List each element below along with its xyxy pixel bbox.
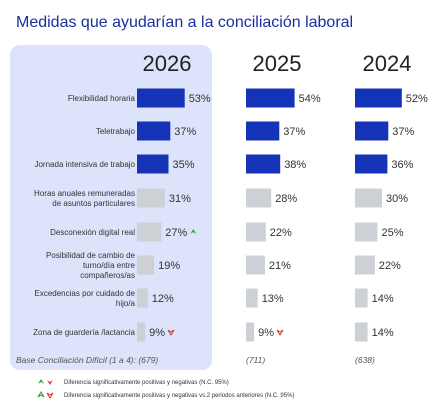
bar-2025-6: [246, 288, 258, 308]
value-label-2026-5: 19%: [158, 260, 180, 272]
value-label-2025-5: 21%: [269, 260, 291, 272]
value-label-2024-3: 30%: [386, 193, 408, 205]
bar-2025-4: [246, 222, 266, 242]
legend-down-icon: [46, 392, 54, 399]
value-label-2025-1: 37%: [283, 126, 305, 138]
base-label-2026: Base Conciliación Difícil (1 a 4): (679): [16, 355, 158, 365]
value-label-2024-1: 37%: [392, 126, 414, 138]
category-label: Excedencias por cuidado de: [34, 289, 135, 298]
bar-2025-3: [246, 188, 272, 208]
bar-2024-2: [355, 154, 388, 174]
value-label-2026-3: 31%: [169, 193, 191, 205]
value-label-2025-4: 22%: [270, 227, 292, 239]
value-label-2024-2: 36%: [391, 159, 413, 171]
value-label-2024-0: 52%: [406, 93, 428, 105]
legend-text: Diferencia significativamente positivas …: [64, 393, 294, 399]
value-label-2025-7: 9%: [258, 327, 274, 339]
bar-2026-2: [137, 154, 169, 174]
base-label-2025: (711): [246, 355, 265, 365]
legend-up-icon: [38, 379, 44, 384]
value-label-2025-6: 13%: [262, 293, 284, 305]
category-label: Desconexión digital real: [50, 228, 135, 237]
bar-2026-3: [137, 188, 165, 208]
bar-2025-2: [246, 154, 281, 174]
year-header-2024: 2024: [363, 51, 412, 76]
category-label: compañeros/as: [80, 271, 135, 280]
significance-up-icon: [190, 229, 197, 234]
bar-2025-1: [246, 121, 280, 141]
value-label-2024-5: 22%: [379, 260, 401, 272]
value-label-2025-0: 54%: [299, 93, 321, 105]
value-label-2026-1: 37%: [174, 126, 196, 138]
bar-2025-5: [246, 255, 265, 275]
category-label: Flexibilidad horaria: [68, 94, 136, 103]
category-label: Posibilidad de cambio de: [46, 251, 135, 260]
base-label-2024: (638): [355, 355, 375, 365]
value-label-2026-7: 9%: [149, 327, 165, 339]
value-label-2025-2: 38%: [284, 159, 306, 171]
value-label-2026-0: 53%: [189, 93, 211, 105]
bar-2026-7: [137, 322, 146, 342]
significance-down-icon: [167, 329, 175, 336]
bar-2024-3: [355, 188, 382, 208]
value-label-2024-7: 14%: [372, 327, 394, 339]
bar-2026-0: [137, 88, 185, 108]
category-label: Zona de guardería /lactancia: [33, 328, 135, 337]
value-label-2026-6: 12%: [152, 293, 174, 305]
value-label-2025-3: 28%: [275, 193, 297, 205]
chart-title: Medidas que ayudarían a la conciliación …: [16, 14, 353, 31]
bar-2024-5: [355, 255, 375, 275]
bar-2024-4: [355, 222, 378, 242]
bar-2024-6: [355, 288, 368, 308]
legend-up-icon: [37, 391, 45, 398]
legend-down-icon: [47, 380, 53, 385]
category-label: turno/día entre: [83, 261, 136, 270]
value-label-2024-6: 14%: [372, 293, 394, 305]
category-label: Teletrabajo: [96, 127, 136, 136]
category-label: Horas anuales remuneradas: [34, 189, 135, 198]
category-label: hijo/a: [116, 299, 136, 308]
year-header-2026: 2026: [143, 51, 192, 76]
category-label: de asuntos particulares: [52, 199, 135, 208]
bar-2026-4: [137, 222, 162, 242]
value-label-2026-4: 27%: [165, 227, 187, 239]
significance-down-icon: [276, 329, 284, 336]
bar-2025-7: [246, 322, 255, 342]
bar-2024-0: [355, 88, 402, 108]
bar-2026-5: [137, 255, 155, 275]
legend-text: Diferencia significativamente positivas …: [64, 380, 229, 386]
bar-2026-1: [137, 121, 171, 141]
category-label: Jornada intensiva de trabajo: [34, 160, 135, 169]
bar-2024-1: [355, 121, 389, 141]
value-label-2026-2: 35%: [173, 159, 195, 171]
year-header-2025: 2025: [253, 51, 302, 76]
bar-2024-7: [355, 322, 368, 342]
bar-2025-0: [246, 88, 295, 108]
value-label-2024-4: 25%: [382, 227, 404, 239]
bar-2026-6: [137, 288, 148, 308]
